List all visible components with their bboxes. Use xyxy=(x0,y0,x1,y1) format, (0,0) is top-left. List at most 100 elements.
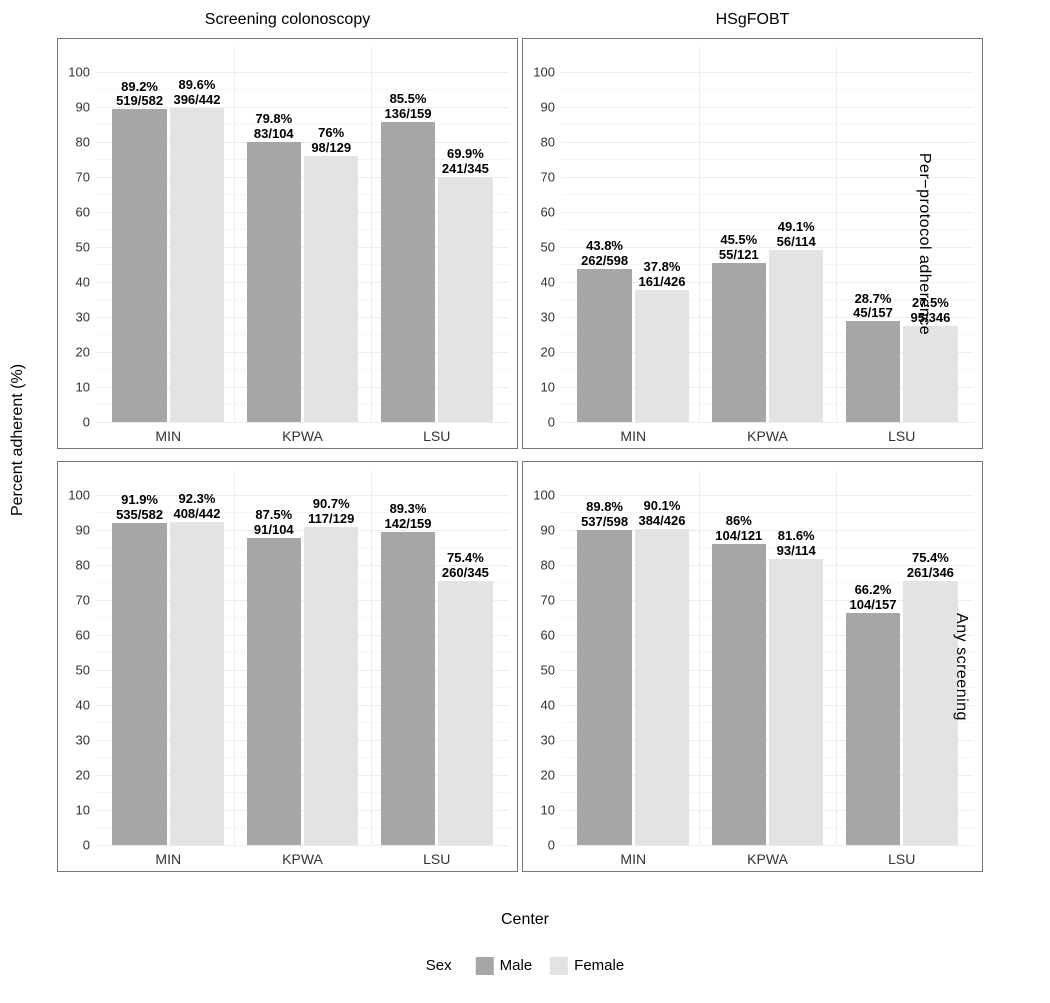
bar xyxy=(170,522,225,845)
bar-label-pct: 90.7% xyxy=(308,497,354,512)
ytick-label: 10 xyxy=(529,379,561,394)
bar-label: 90.7%117/129 xyxy=(308,497,354,527)
bar xyxy=(903,581,958,845)
ytick-label: 100 xyxy=(529,64,561,79)
gridline-major xyxy=(561,177,974,178)
legend-swatch-male xyxy=(476,957,494,975)
bar xyxy=(903,326,958,422)
panel-wrap-0-1: 0102030405060708090100MINKPWALSU43.8%262… xyxy=(520,32,985,455)
row-strip-label: Per−protocol adherence xyxy=(916,152,933,334)
bar-label-pct: 87.5% xyxy=(254,508,294,523)
bar-label-frac: 117/129 xyxy=(308,512,354,527)
bar-label: 49.1%56/114 xyxy=(777,220,816,250)
bar xyxy=(112,523,167,845)
vgrid xyxy=(699,470,700,845)
ytick-label: 70 xyxy=(64,592,96,607)
ytick-label: 0 xyxy=(529,838,561,853)
col-header-label: Screening colonoscopy xyxy=(205,11,370,29)
bar-label-frac: 91/104 xyxy=(254,523,294,538)
xtick-label: MIN xyxy=(620,422,646,444)
ytick-label: 0 xyxy=(64,415,96,430)
bar-label-frac: 241/345 xyxy=(442,162,489,177)
xtick-label: KPWA xyxy=(282,422,323,444)
bar xyxy=(438,581,493,845)
bar-label: 90.1%384/426 xyxy=(638,499,685,529)
ytick-label: 80 xyxy=(529,557,561,572)
legend-label: Female xyxy=(574,957,624,974)
legend-label: Male xyxy=(500,957,533,974)
ytick-label: 50 xyxy=(529,662,561,677)
ytick-label: 40 xyxy=(529,697,561,712)
ytick-label: 60 xyxy=(529,204,561,219)
xtick-label: KPWA xyxy=(747,422,788,444)
ytick-label: 30 xyxy=(529,732,561,747)
vgrid xyxy=(836,470,837,845)
bar-label-pct: 92.3% xyxy=(173,492,220,507)
bar-label: 89.6%396/442 xyxy=(173,78,220,108)
vgrid xyxy=(234,470,235,845)
bar-label: 81.6%93/114 xyxy=(777,529,816,559)
plot-area: 0102030405060708090100MINKPWALSU91.9%535… xyxy=(96,470,509,845)
bar-label: 89.2%519/582 xyxy=(116,80,163,110)
panel: 0102030405060708090100MINKPWALSU89.2%519… xyxy=(57,38,518,449)
legend-item-male: Male xyxy=(476,957,533,975)
legend-title: Sex xyxy=(426,957,452,974)
bar-label: 85.5%136/159 xyxy=(385,92,432,122)
xtick-label: MIN xyxy=(155,422,181,444)
gridline-minor xyxy=(561,124,974,125)
ytick-label: 60 xyxy=(64,627,96,642)
xtick-label: KPWA xyxy=(282,845,323,867)
ytick-label: 90 xyxy=(529,99,561,114)
ytick-label: 40 xyxy=(64,697,96,712)
ytick-label: 0 xyxy=(529,415,561,430)
panel-wrap-0-0: 0102030405060708090100MINKPWALSU89.2%519… xyxy=(55,32,520,455)
bar-label: 91.9%535/582 xyxy=(116,493,163,523)
bar-label-frac: 260/345 xyxy=(442,566,489,581)
bar xyxy=(712,263,767,422)
ytick-label: 70 xyxy=(529,592,561,607)
facet-grid: Screening colonoscopy HSgFOBT 0102030405… xyxy=(55,8,985,878)
ytick-label: 80 xyxy=(529,134,561,149)
bar xyxy=(635,290,690,422)
ytick-label: 30 xyxy=(64,732,96,747)
xtick-label: LSU xyxy=(423,422,450,444)
bar-label: 45.5%55/121 xyxy=(719,233,759,263)
gridline-major xyxy=(561,142,974,143)
bar-label-frac: 161/426 xyxy=(638,275,685,290)
bar xyxy=(635,529,690,845)
col-header-0: Screening colonoscopy xyxy=(55,8,520,32)
bar-label-pct: 89.6% xyxy=(173,78,220,93)
xtick-label: MIN xyxy=(155,845,181,867)
gridline-minor xyxy=(561,229,974,230)
bar xyxy=(769,250,824,422)
vgrid xyxy=(371,470,372,845)
ytick-label: 0 xyxy=(64,838,96,853)
bar-label-pct: 85.5% xyxy=(385,92,432,107)
bar xyxy=(247,142,302,422)
ytick-label: 20 xyxy=(64,767,96,782)
bar-label-pct: 69.9% xyxy=(442,147,489,162)
row-strip-1: Any screening xyxy=(952,613,970,721)
ytick-label: 40 xyxy=(529,274,561,289)
y-axis-title: Percent adherent (%) xyxy=(9,364,27,516)
legend: Sex Male Female xyxy=(426,957,624,975)
bar-label-pct: 75.4% xyxy=(442,551,489,566)
bar-label: 75.4%260/345 xyxy=(442,551,489,581)
xtick-label: LSU xyxy=(888,422,915,444)
bar xyxy=(438,177,493,422)
xtick-label: LSU xyxy=(888,845,915,867)
col-header-1: HSgFOBT xyxy=(520,8,985,32)
panel-wrap-1-1: 0102030405060708090100MINKPWALSU89.8%537… xyxy=(520,455,985,878)
bar-label: 79.8%83/104 xyxy=(254,112,294,142)
bar-label: 28.7%45/157 xyxy=(853,292,893,322)
bar-label: 37.8%161/426 xyxy=(638,260,685,290)
row-strip-label: Any screening xyxy=(953,613,970,721)
xtick-label: MIN xyxy=(620,845,646,867)
bar-label-frac: 56/114 xyxy=(777,235,816,250)
bar-label: 43.8%262/598 xyxy=(581,239,628,269)
bar-label: 86%104/121 xyxy=(715,514,762,544)
bar xyxy=(247,538,302,845)
bar xyxy=(846,321,901,422)
gridline-minor xyxy=(561,89,974,90)
bar-label: 76%98/129 xyxy=(311,126,351,156)
